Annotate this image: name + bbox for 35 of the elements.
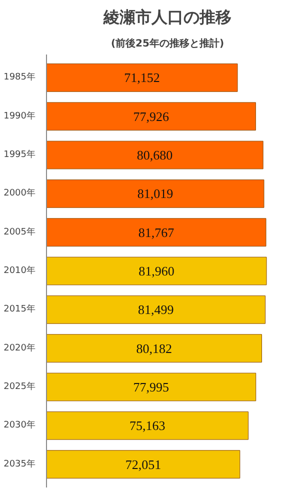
- y-tick-label: 2020年: [4, 342, 36, 354]
- y-tick-label: 2005年: [4, 226, 36, 238]
- data-label: 81,019: [137, 186, 174, 202]
- data-label: 80,680: [136, 148, 173, 163]
- bar: [46, 64, 238, 92]
- data-label: 77,995: [133, 379, 170, 394]
- data-label: 80,182: [136, 340, 172, 356]
- bar: [46, 334, 262, 362]
- y-tick-label: 2010年: [4, 265, 36, 276]
- y-tick-label: 2015年: [4, 304, 36, 315]
- chart-subtitle: (前後25年の推移と推計): [110, 38, 224, 50]
- bar: [46, 102, 256, 131]
- y-tick-label: 1995年: [4, 149, 36, 160]
- data-label: 71,152: [124, 70, 160, 86]
- bar: [46, 411, 249, 440]
- y-tick-label: 2000年: [4, 188, 36, 199]
- data-label: 77,926: [133, 108, 170, 124]
- data-label: 72,051: [125, 456, 162, 472]
- data-label: 81,767: [138, 224, 175, 240]
- bar: [46, 295, 266, 324]
- y-tick-label: 1985年: [4, 72, 36, 83]
- bar: [46, 218, 266, 247]
- bar: [46, 450, 240, 478]
- y-tick-label: 2035年: [4, 458, 36, 470]
- data-label: 81,960: [138, 264, 174, 278]
- bar: [46, 372, 256, 402]
- bar: [46, 256, 267, 286]
- chart-title: 綾瀬市人口の推移: [102, 8, 232, 26]
- data-label: 75,163: [130, 418, 166, 434]
- data-label: 81,499: [138, 302, 174, 318]
- y-tick-label: 2025年: [4, 380, 36, 392]
- y-tick-label: 1990年: [4, 110, 36, 122]
- bar: [46, 140, 264, 170]
- y-tick-label: 2030年: [4, 420, 36, 431]
- bar: [46, 180, 264, 208]
